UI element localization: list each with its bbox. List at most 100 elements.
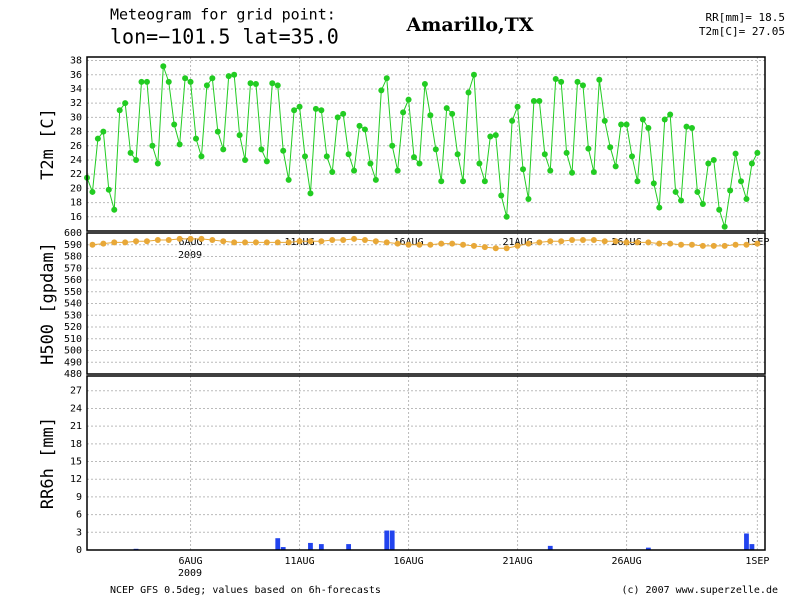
marker	[547, 238, 554, 245]
marker	[138, 78, 145, 85]
marker	[607, 144, 614, 151]
marker	[203, 82, 210, 89]
marker	[618, 121, 625, 128]
marker	[629, 153, 636, 160]
marker	[688, 125, 695, 132]
marker	[149, 142, 156, 149]
y-tick-label: 28	[70, 127, 82, 138]
x-tick-label: 26AUG	[612, 556, 642, 567]
marker	[94, 135, 101, 142]
marker	[400, 109, 407, 116]
marker	[383, 75, 390, 82]
marker	[487, 133, 494, 140]
marker	[165, 237, 172, 244]
marker	[492, 132, 499, 139]
marker	[710, 242, 717, 249]
marker	[721, 223, 728, 230]
marker	[601, 238, 608, 245]
marker	[187, 235, 194, 242]
marker	[176, 141, 183, 148]
marker	[727, 187, 734, 194]
marker	[699, 242, 706, 249]
marker	[427, 241, 434, 248]
marker	[274, 82, 281, 89]
x-tick-label: 6AUG	[179, 237, 203, 248]
marker	[296, 103, 303, 110]
marker	[748, 160, 755, 167]
marker	[738, 178, 745, 185]
marker	[296, 238, 303, 245]
marker	[563, 149, 570, 156]
marker	[258, 146, 265, 153]
marker	[590, 169, 597, 176]
marker	[645, 239, 652, 246]
marker	[596, 76, 603, 83]
marker	[252, 80, 259, 87]
marker	[405, 96, 412, 103]
bar	[744, 533, 749, 550]
marker	[721, 242, 728, 249]
marker	[100, 128, 107, 135]
marker	[574, 78, 581, 85]
series-line	[86, 66, 758, 227]
marker	[351, 167, 358, 174]
marker	[454, 151, 461, 158]
marker	[154, 160, 161, 167]
marker	[231, 239, 238, 246]
marker	[269, 80, 276, 87]
x-tick-label: 6AUG	[179, 556, 203, 567]
marker	[432, 146, 439, 153]
marker	[460, 178, 467, 185]
marker	[209, 237, 216, 244]
y-tick-label: 550	[64, 287, 82, 298]
marker	[667, 240, 674, 247]
marker	[683, 123, 690, 130]
marker	[160, 63, 167, 70]
bar	[308, 542, 313, 550]
y-tick-label: 6	[76, 510, 82, 521]
y-tick-label: 34	[70, 84, 82, 95]
marker	[541, 151, 548, 158]
marker	[569, 237, 576, 244]
x-tick-label: 11AUG	[285, 556, 315, 567]
marker	[334, 114, 341, 121]
marker	[105, 186, 112, 193]
marker	[569, 169, 576, 176]
marker	[470, 242, 477, 249]
marker	[280, 147, 287, 154]
x-tick-label: 21AUG	[503, 237, 533, 248]
marker	[732, 241, 739, 248]
marker	[318, 238, 325, 245]
marker	[421, 80, 428, 87]
marker	[182, 75, 189, 82]
marker	[198, 235, 205, 242]
y-tick-label: 590	[64, 240, 82, 251]
marker	[754, 149, 761, 156]
marker	[263, 158, 270, 165]
marker	[579, 82, 586, 89]
marker	[661, 116, 668, 123]
y-tick-label: 520	[64, 322, 82, 333]
marker	[329, 169, 336, 176]
year-label: 2009	[178, 568, 202, 579]
marker	[656, 204, 663, 211]
marker	[514, 103, 521, 110]
marker	[650, 180, 657, 187]
marker	[340, 110, 347, 117]
y-tick-label: 540	[64, 299, 82, 310]
marker	[558, 78, 565, 85]
footer-copyright: (c) 2007 www.superzelle.de	[621, 585, 778, 596]
y-tick-label: 580	[64, 252, 82, 263]
y-tick-label: 3	[76, 527, 82, 538]
bar	[280, 547, 286, 550]
y-tick-label: 480	[64, 369, 82, 380]
y-tick-label: 500	[64, 346, 82, 357]
marker	[585, 145, 592, 152]
marker	[416, 160, 423, 167]
year-label: 2009	[178, 250, 202, 261]
marker	[449, 110, 456, 117]
marker	[122, 239, 129, 246]
marker	[345, 151, 352, 158]
marker	[351, 235, 358, 242]
y-tick-label: 600	[64, 228, 82, 239]
